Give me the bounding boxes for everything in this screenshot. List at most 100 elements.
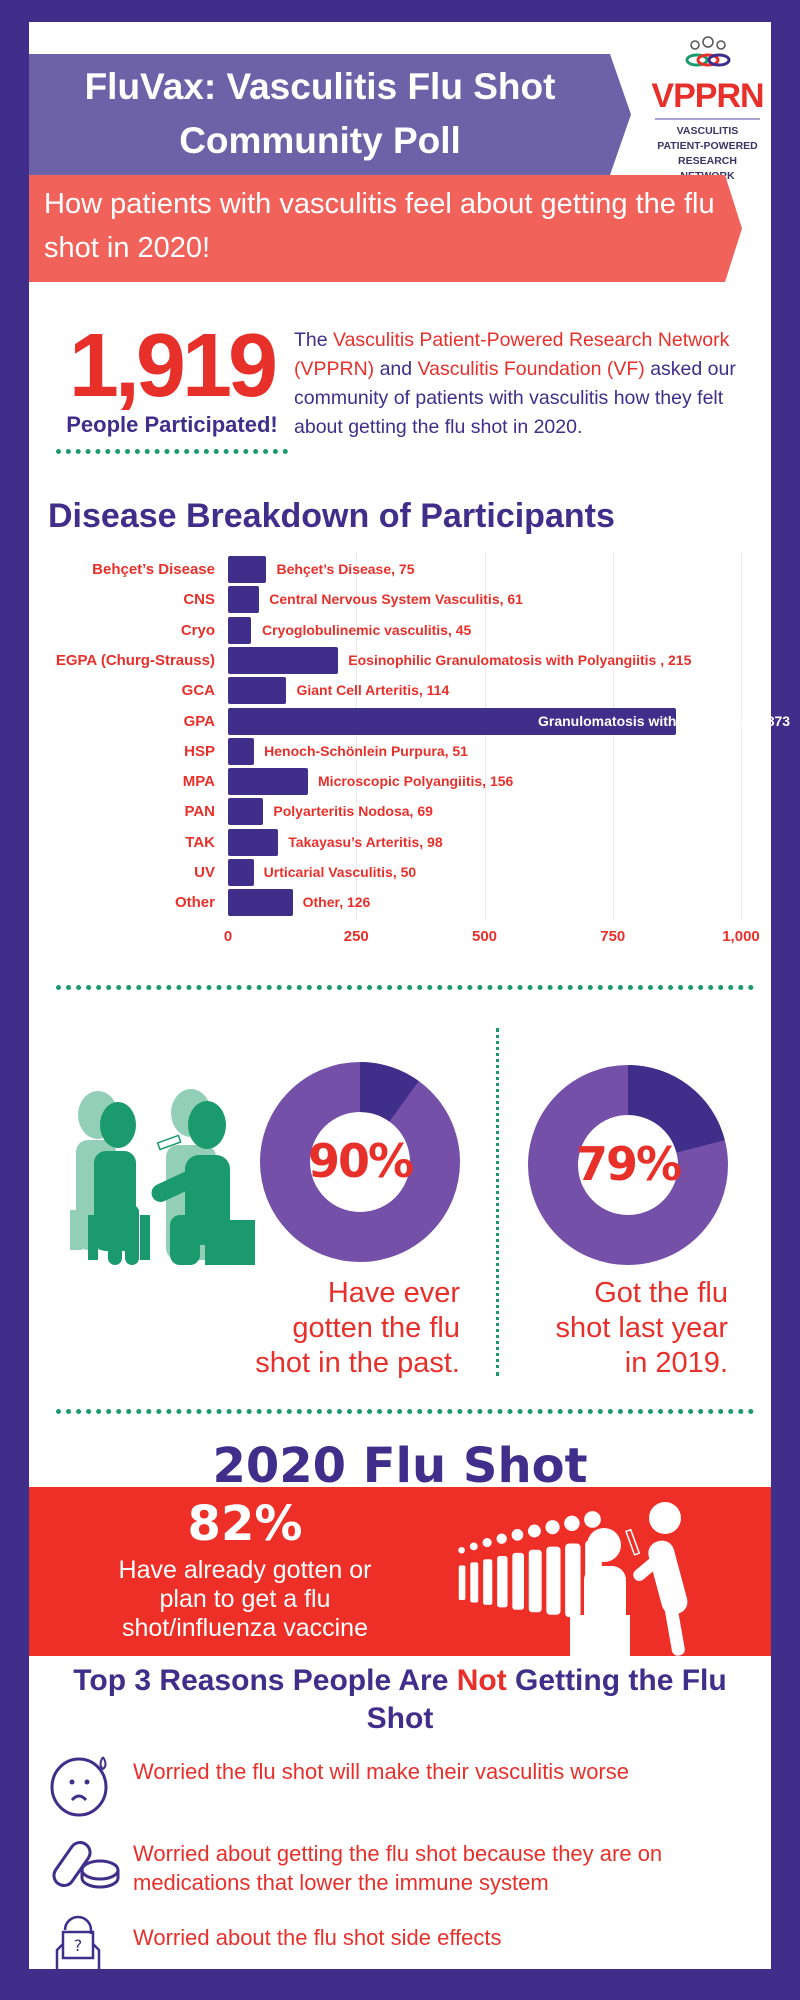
category-label: PAN bbox=[184, 803, 215, 821]
bar bbox=[228, 737, 255, 765]
intro-paragraph: The Vasculitis Patient-Powered Research … bbox=[294, 326, 764, 442]
category-label: Behçet’s Disease bbox=[92, 561, 215, 578]
queue-person-head bbox=[582, 1509, 603, 1530]
flu-2020-description: Have already gotten or plan to get a flu… bbox=[100, 1556, 390, 1643]
participant-count: 1,919 bbox=[68, 316, 278, 416]
queue-person-head bbox=[562, 1514, 582, 1533]
data-label: Cryoglobulinemic vasculitis, 45 bbox=[262, 621, 472, 638]
flu-2020-title: 2020 Flu Shot bbox=[212, 1438, 588, 1494]
bar bbox=[228, 677, 287, 705]
queue-person-head bbox=[510, 1527, 525, 1543]
subtitle-banner bbox=[29, 175, 742, 282]
donut-caption: Have ever gotten the flu shot in the past. bbox=[220, 1276, 460, 1381]
vpprn-logo: VPPRN VASCULITIS PATIENT-POWERED RESEARC… bbox=[650, 36, 765, 182]
queue-person-body bbox=[563, 1541, 583, 1619]
gridline bbox=[356, 552, 358, 920]
worried-face-icon bbox=[50, 1756, 108, 1817]
queue-person-body bbox=[481, 1557, 494, 1607]
dotted-divider bbox=[56, 449, 288, 454]
x-tick-label: 1,000 bbox=[722, 928, 760, 945]
queue-person-head bbox=[468, 1540, 480, 1552]
reason-item: Worried the flu shot will make their vas… bbox=[133, 1759, 629, 1784]
vpprn-name: Vasculitis Patient-Powered Research Netw… bbox=[294, 329, 730, 380]
bar bbox=[228, 707, 676, 735]
description-line: plan to get a flu bbox=[159, 1585, 331, 1613]
vf-name: Vasculitis Foundation (VF) bbox=[417, 358, 645, 380]
caption-line: shot in the past. bbox=[255, 1347, 460, 1379]
intro-text: and bbox=[374, 358, 418, 380]
intro-text: asked our community of patients with vas… bbox=[294, 358, 736, 438]
donut-percent: 79% bbox=[575, 1137, 682, 1191]
caption-line: Got the flu bbox=[594, 1277, 728, 1309]
vaccination-illustration-icon bbox=[70, 1089, 255, 1265]
category-label: Other bbox=[174, 894, 215, 912]
queue-person-head bbox=[543, 1518, 562, 1536]
data-label: Microscopic Polyangiitis, 156 bbox=[318, 773, 514, 790]
category-label: MPA bbox=[182, 773, 215, 791]
data-label: Other, 126 bbox=[302, 894, 371, 911]
dotted-divider bbox=[56, 1409, 754, 1414]
bar bbox=[228, 586, 260, 614]
logo-line-2: PATIENT-POWERED bbox=[657, 140, 758, 152]
disease-bar-chart: 0 250 500 750 1,000 Behçet’s Disease Behçet’s … bbox=[0, 0, 800, 960]
queue-person-body bbox=[495, 1554, 510, 1609]
title-line-2: Community Poll bbox=[179, 120, 461, 161]
gridline bbox=[484, 552, 486, 920]
pills-icon bbox=[52, 1841, 120, 1889]
queue-person-body bbox=[527, 1548, 544, 1614]
gridline bbox=[612, 552, 614, 920]
dotted-divider bbox=[56, 985, 754, 990]
page-title: FluVax: Vasculitis Flu Shot Community Po… bbox=[35, 60, 605, 168]
bar bbox=[228, 859, 254, 886]
logo-name: VPPRN bbox=[651, 77, 764, 115]
donut-remainder-segment bbox=[360, 1062, 419, 1122]
donut-percent: 90% bbox=[307, 1134, 414, 1188]
data-label: Granulomatosis with Polyangiitis, 873 bbox=[538, 712, 791, 729]
reasons-title-not: Not bbox=[456, 1664, 507, 1697]
category-label: UV bbox=[194, 864, 215, 881]
x-tick-label: 500 bbox=[471, 928, 498, 945]
data-label: Urticarial Vasculitis, 50 bbox=[263, 864, 417, 880]
bar bbox=[228, 646, 339, 674]
queue-person-head bbox=[456, 1545, 467, 1556]
participants-label: People Participated! bbox=[66, 412, 278, 437]
reasons-title: Top 3 Reasons People Are Not Getting the… bbox=[40, 1662, 760, 1738]
donut-chart bbox=[260, 1062, 460, 1262]
gridline bbox=[741, 552, 742, 920]
logo-line-1: VASCULITIS bbox=[676, 125, 739, 137]
category-label: GPA bbox=[183, 712, 215, 730]
category-label: TAK bbox=[185, 833, 215, 851]
donut-chart bbox=[528, 1065, 728, 1265]
description-line: shot/influenza vaccine bbox=[122, 1614, 368, 1642]
caption-line: gotten the flu bbox=[292, 1312, 460, 1344]
caption-line: Have ever bbox=[327, 1277, 460, 1309]
queue-person-head bbox=[494, 1532, 509, 1546]
bar bbox=[228, 556, 267, 583]
people-rings-icon bbox=[685, 36, 730, 67]
category-label: CNS bbox=[183, 591, 215, 609]
bar bbox=[228, 828, 279, 856]
vaccine-queue-illustration-icon bbox=[456, 1502, 688, 1656]
chart-title: Disease Breakdown of Participants bbox=[48, 497, 615, 535]
x-tick-label: 750 bbox=[600, 928, 626, 945]
reason-item: Worried about the flu shot side effects bbox=[133, 1925, 502, 1950]
data-label: Polyarteritis Nodosa, 69 bbox=[273, 803, 433, 820]
subtitle: How patients with vasculitis feel about … bbox=[44, 188, 715, 264]
flu-2020-percent: 82% bbox=[187, 1496, 303, 1552]
queue-person-body bbox=[510, 1551, 526, 1612]
data-label: Central Nervous System Vasculitis, 61 bbox=[269, 591, 523, 608]
donut-remainder-segment bbox=[628, 1065, 725, 1153]
queue-person-body bbox=[544, 1545, 563, 1617]
category-label: EGPA (Churg-Strauss) bbox=[55, 651, 215, 669]
data-label: Henoch-Schönlein Purpura, 51 bbox=[264, 742, 468, 759]
data-label: Behçet’s Disease, 75 bbox=[276, 561, 415, 577]
data-label: Giant Cell Arteritis, 114 bbox=[296, 682, 450, 699]
queue-person-head bbox=[526, 1523, 543, 1539]
logo-divider bbox=[655, 118, 760, 120]
vertical-dotted-divider bbox=[496, 1028, 499, 1376]
bar bbox=[228, 889, 293, 917]
description-line: Have already gotten or bbox=[118, 1556, 372, 1584]
svg-text:?: ? bbox=[74, 1936, 83, 1955]
category-label: HSP bbox=[184, 742, 215, 760]
reasons-title-text: Getting the Flu Shot bbox=[366, 1664, 727, 1735]
